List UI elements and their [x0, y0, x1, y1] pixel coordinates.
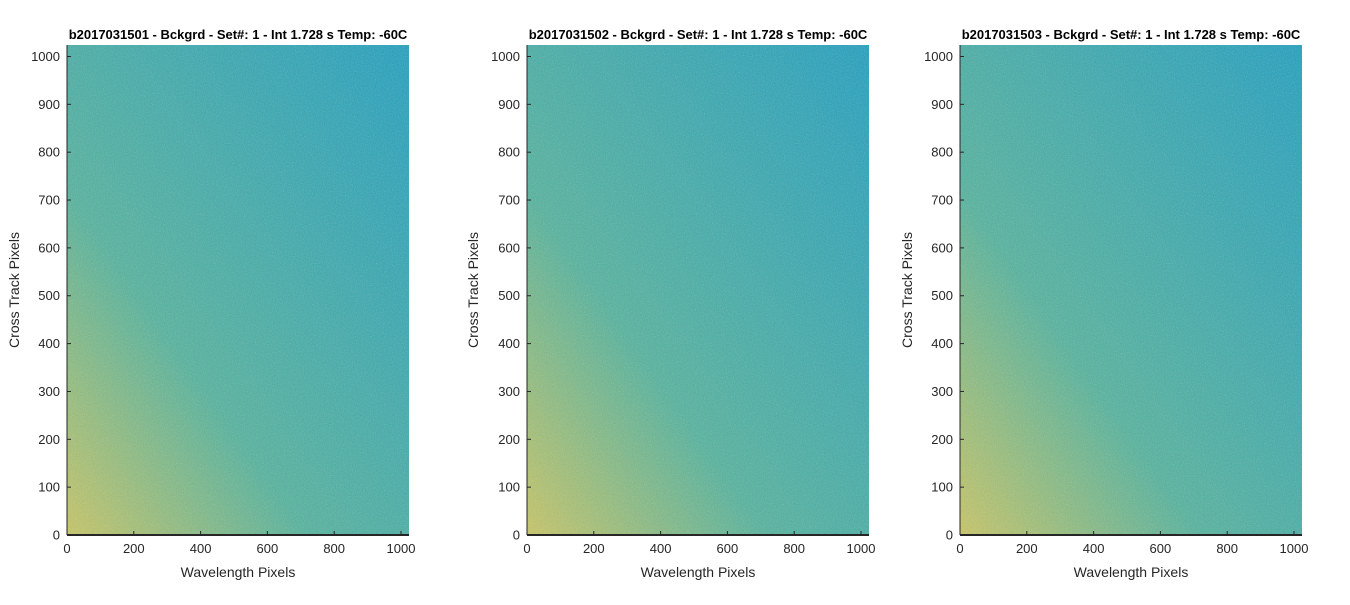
y-tick-label: 900 — [931, 97, 953, 112]
heatmap-noise — [960, 45, 1302, 535]
x-tick-label: 0 — [523, 541, 530, 556]
x-tick-label: 200 — [123, 541, 145, 556]
y-tick-label: 400 — [931, 336, 953, 351]
y-tick-label: 200 — [498, 432, 520, 447]
y-tick-label: 300 — [498, 384, 520, 399]
heatmap-panel-2: 0 200 400 600 800 1000 0 100 200 300 400 500 600 700 8… — [465, 27, 875, 580]
y-tick-label: 900 — [38, 97, 60, 112]
x-tick-label: 200 — [583, 541, 605, 556]
heatmap-panel-3: 0 200 400 600 800 1000 0 100 200 300 400 500 600 700 8… — [899, 27, 1308, 580]
y-tick-label: 500 — [931, 288, 953, 303]
y-tick-label: 0 — [513, 528, 520, 543]
y-tick-label: 500 — [498, 288, 520, 303]
chart-title: b2017031501 - Bckgrd - Set#: 1 - Int 1.7… — [69, 27, 408, 42]
y-tick-label: 200 — [931, 432, 953, 447]
x-tick-label: 400 — [190, 541, 212, 556]
x-tick-label: 400 — [650, 541, 672, 556]
x-tick-label: 1000 — [847, 541, 876, 556]
x-tick-label: 600 — [1150, 541, 1172, 556]
y-tick-label: 0 — [53, 528, 60, 543]
x-tick-label: 0 — [63, 541, 70, 556]
y-axis-label: Cross Track Pixels — [899, 232, 915, 348]
x-tick-label: 600 — [717, 541, 739, 556]
y-tick-label: 900 — [498, 97, 520, 112]
x-tick-label: 1000 — [1280, 541, 1309, 556]
chart-title: b2017031502 - Bckgrd - Set#: 1 - Int 1.7… — [529, 27, 868, 42]
x-tick-label: 800 — [783, 541, 805, 556]
y-tick-label: 600 — [931, 240, 953, 255]
y-tick-label: 1000 — [31, 49, 60, 64]
y-tick-label: 800 — [931, 145, 953, 160]
y-tick-label: 700 — [931, 193, 953, 208]
x-axis-label: Wavelength Pixels — [181, 564, 296, 580]
y-tick-label: 100 — [931, 480, 953, 495]
y-tick-label: 300 — [931, 384, 953, 399]
y-tick-label: 600 — [498, 240, 520, 255]
y-tick-label: 400 — [38, 336, 60, 351]
y-tick-label: 400 — [498, 336, 520, 351]
heatmap-noise — [527, 45, 869, 535]
y-tick-label: 0 — [946, 528, 953, 543]
x-tick-label: 0 — [956, 541, 963, 556]
y-tick-label: 800 — [498, 145, 520, 160]
y-tick-label: 500 — [38, 288, 60, 303]
y-tick-label: 1000 — [924, 49, 953, 64]
x-tick-label: 600 — [257, 541, 279, 556]
y-tick-label: 600 — [38, 240, 60, 255]
y-tick-label: 700 — [498, 193, 520, 208]
chart-title: b2017031503 - Bckgrd - Set#: 1 - Int 1.7… — [962, 27, 1301, 42]
y-tick-label: 700 — [38, 193, 60, 208]
y-tick-label: 300 — [38, 384, 60, 399]
heatmap-panel-1: 0 200 400 600 800 1000 0 100 200 300 400 500 600 700 8… — [6, 27, 415, 580]
x-tick-label: 800 — [1216, 541, 1238, 556]
y-axis-label: Cross Track Pixels — [465, 232, 481, 348]
x-axis-label: Wavelength Pixels — [1074, 564, 1189, 580]
x-tick-label: 200 — [1016, 541, 1038, 556]
y-tick-label: 200 — [38, 432, 60, 447]
x-tick-label: 800 — [323, 541, 345, 556]
y-tick-label: 100 — [38, 480, 60, 495]
y-tick-label: 100 — [498, 480, 520, 495]
heatmap-noise — [67, 45, 409, 535]
y-axis-label: Cross Track Pixels — [6, 232, 22, 348]
x-tick-label: 1000 — [387, 541, 416, 556]
y-tick-label: 1000 — [491, 49, 520, 64]
x-axis-label: Wavelength Pixels — [641, 564, 756, 580]
y-tick-label: 800 — [38, 145, 60, 160]
x-tick-label: 400 — [1083, 541, 1105, 556]
